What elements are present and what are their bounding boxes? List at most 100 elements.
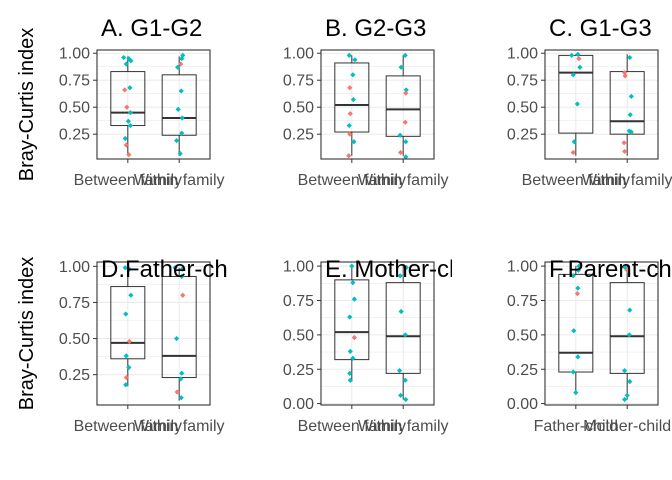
chart-panel-5: 0.00 0.25 0.50 0.75 1.00 Between familyWithin… [283,256,452,435]
data-point [403,264,409,271]
data-point [622,264,628,271]
data-point [351,139,357,145]
box [558,54,594,134]
panel-border [96,49,211,160]
data-point [350,72,356,78]
y-tick-label: 0.25 [59,127,90,144]
data-point [123,353,129,359]
data-point [349,263,355,269]
y-tick-label: 0.25 [283,362,314,379]
x-tick-label: Between family [522,172,631,189]
panel-title: A. G1-G2 [101,15,202,42]
data-point [180,292,186,298]
panel-border [544,49,659,160]
data-point [398,149,404,156]
x-tick-label: Between family [298,172,407,189]
data-point [627,54,633,61]
x-tick-label: Father-child [534,418,618,435]
data-point [128,292,134,298]
data-point [347,111,353,117]
data-point [403,139,409,145]
data-point [627,379,633,385]
data-point [350,280,356,286]
data-point [124,104,130,110]
data-point [127,109,133,116]
box [334,62,370,133]
data-point [179,370,185,376]
data-point [126,152,132,158]
data-point [174,138,180,144]
data-point [347,131,353,137]
data-point [122,265,128,271]
data-point [622,396,628,403]
panel-border [96,261,211,406]
data-point [127,122,133,129]
data-point [125,118,131,124]
panel-border [320,261,435,406]
data-point [178,61,184,67]
data-point [178,88,184,94]
data-point [574,291,580,297]
data-point [577,64,583,70]
x-tick-label: Within family [358,418,449,435]
data-point [575,267,581,273]
data-point [574,101,580,107]
x-tick-label: Within family [358,172,449,189]
data-point [570,273,576,279]
data-point [123,382,129,388]
data-point [179,130,185,136]
data-point [621,140,627,146]
panel-title: B. G2-G3 [325,15,426,42]
data-point [351,296,357,302]
data-point [575,285,581,291]
y-axis-label: Bray-Curtis index [16,28,38,181]
panel-border [544,261,659,406]
y-tick-label: 0.00 [507,396,538,413]
data-point [573,390,579,396]
data-point [622,73,628,79]
data-point [575,354,581,360]
data-point [350,97,356,103]
data-point [576,263,582,269]
data-point [174,389,180,395]
data-point [576,56,582,62]
data-point [128,58,134,64]
data-point [347,370,353,376]
data-point [172,265,178,271]
data-point [122,87,128,93]
box [161,74,197,136]
y-tick-label: 0.25 [283,127,314,144]
data-point [179,273,185,280]
data-point [177,151,183,157]
y-tick-label: 0.75 [283,293,314,310]
plot-background [97,50,210,159]
data-point [123,142,129,148]
plot-background [97,262,210,405]
data-point [403,87,409,93]
data-point [398,308,404,315]
data-point [346,122,352,129]
x-tick-label: Within family [134,172,225,189]
data-point [628,129,634,135]
data-point [179,56,185,62]
data-point [622,148,628,155]
y-tick-label: 0.25 [507,362,538,379]
data-point [347,85,353,91]
data-point [127,85,133,91]
y-tick-label: 0.50 [283,100,314,117]
y-tick-label: 0.75 [283,73,314,90]
data-point [402,52,408,58]
y-tick-label: 0.25 [59,367,90,384]
data-point [126,364,132,371]
data-point [569,52,575,58]
box [609,282,645,374]
data-point [403,90,409,96]
data-point [396,368,403,374]
data-point [402,332,408,338]
data-point [570,72,576,78]
plot-background [545,262,658,405]
y-tick-label: 0.50 [283,327,314,344]
data-point [571,328,577,334]
x-tick-label: Between family [298,418,407,435]
